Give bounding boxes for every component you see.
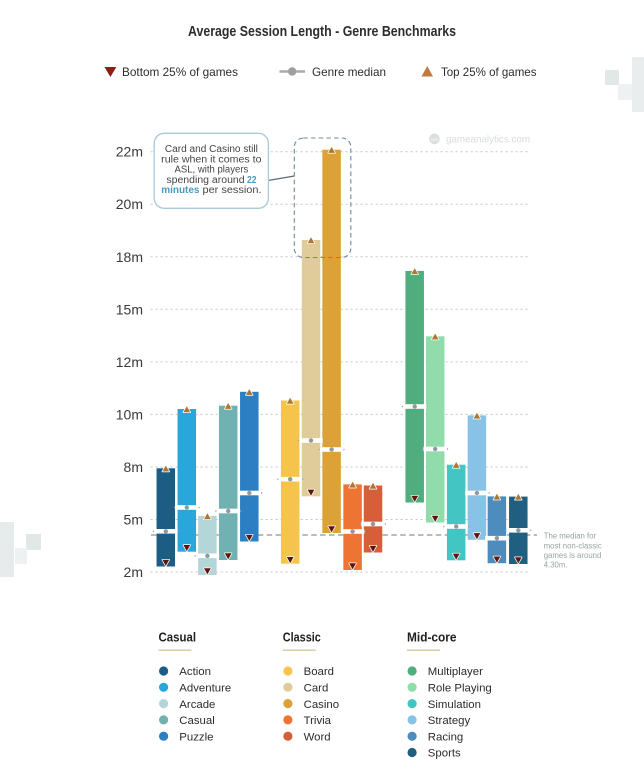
svg-text:Top 25% of games: Top 25% of games <box>441 65 537 79</box>
svg-text:10m: 10m <box>116 406 143 422</box>
svg-text:20m: 20m <box>116 196 143 212</box>
svg-text:Genre median: Genre median <box>312 65 386 79</box>
svg-text:minutes: minutes <box>161 185 200 196</box>
svg-text:Card and Casino still: Card and Casino still <box>165 144 258 155</box>
svg-text:The median for: The median for <box>544 532 597 541</box>
svg-text:Casino: Casino <box>304 699 339 711</box>
svg-text:Adventure: Adventure <box>179 683 231 695</box>
svg-text:Racing: Racing <box>428 731 463 743</box>
svg-text:Trivia: Trivia <box>304 715 332 727</box>
svg-text:ASL, with players: ASL, with players <box>175 165 249 176</box>
svg-text:5m: 5m <box>124 512 143 528</box>
svg-text:22m: 22m <box>116 144 143 160</box>
svg-text:most non-classic: most non-classic <box>544 541 602 550</box>
svg-text:Puzzle: Puzzle <box>179 731 213 743</box>
svg-text:22: 22 <box>247 175 257 186</box>
svg-text:Word: Word <box>304 731 331 743</box>
svg-text:games is around: games is around <box>544 551 602 560</box>
svg-text:Mid-core: Mid-core <box>407 630 457 645</box>
svg-text:12m: 12m <box>116 354 143 370</box>
svg-text:4.30m.: 4.30m. <box>544 561 568 570</box>
svg-text:Multiplayer: Multiplayer <box>428 666 483 678</box>
svg-text:Average Session Length - Genre: Average Session Length - Genre Benchmark… <box>188 24 456 40</box>
svg-text:8m: 8m <box>124 459 143 475</box>
svg-text:Simulation: Simulation <box>428 699 481 711</box>
svg-text:2m: 2m <box>124 564 143 580</box>
svg-text:Board: Board <box>304 666 334 678</box>
svg-text:Action: Action <box>179 666 211 678</box>
svg-text:Sports: Sports <box>428 748 461 760</box>
svg-text:per session.: per session. <box>203 185 262 196</box>
svg-text:Classic: Classic <box>283 630 321 645</box>
svg-text:15m: 15m <box>116 301 143 317</box>
svg-text:Arcade: Arcade <box>179 699 215 711</box>
svg-text:Casual: Casual <box>179 715 214 727</box>
svg-text:rule when it comes to: rule when it comes to <box>161 154 262 165</box>
svg-text:GA: GA <box>431 137 439 142</box>
svg-text:spending around: spending around <box>166 175 244 186</box>
svg-text:18m: 18m <box>116 249 143 265</box>
svg-text:Bottom 25% of games: Bottom 25% of games <box>122 65 238 79</box>
svg-text:Casual: Casual <box>159 630 197 645</box>
svg-text:Card: Card <box>304 683 329 695</box>
svg-text:Role Playing: Role Playing <box>428 683 492 695</box>
svg-text:gameanalytics.com: gameanalytics.com <box>446 134 530 146</box>
svg-text:Strategy: Strategy <box>428 715 471 727</box>
